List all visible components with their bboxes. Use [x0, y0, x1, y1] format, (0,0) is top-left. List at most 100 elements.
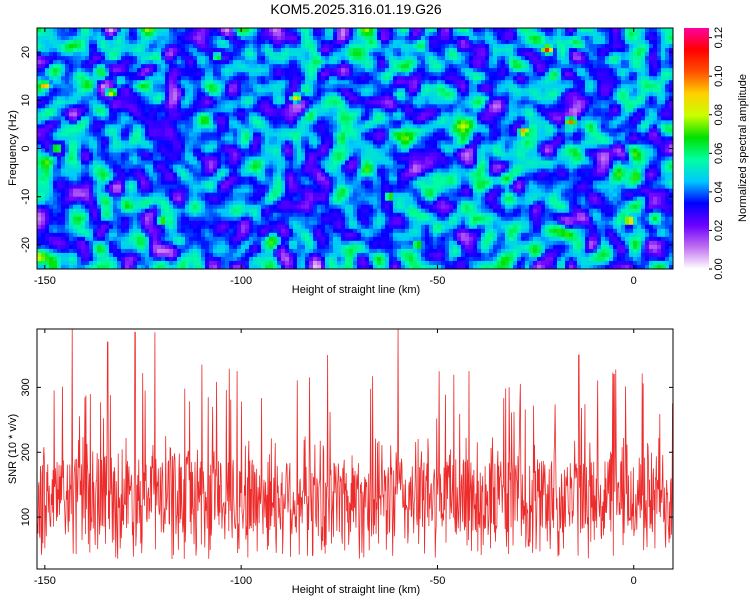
heatmap-cell — [545, 140, 550, 146]
heatmap-cell — [41, 48, 46, 53]
heatmap-cell — [429, 52, 434, 57]
heatmap-cell — [329, 116, 334, 121]
heatmap-cell — [413, 104, 418, 109]
heatmap-cell — [381, 40, 386, 45]
heatmap-cell — [545, 88, 550, 93]
heatmap-cell — [577, 104, 582, 109]
heatmap-cell — [85, 108, 90, 113]
heatmap-cell — [633, 128, 638, 134]
heatmap-cell — [613, 32, 618, 37]
heatmap-cell — [377, 52, 382, 57]
heatmap-cell — [329, 32, 334, 37]
heatmap-cell — [457, 104, 462, 109]
heatmap-cell — [57, 72, 62, 77]
heatmap-cell — [165, 60, 170, 65]
heatmap-cell — [205, 76, 210, 81]
heatmap-cell — [53, 132, 58, 138]
heatmap-cell — [489, 56, 494, 61]
heatmap-cell — [393, 108, 398, 113]
heatmap-cell — [361, 84, 366, 89]
heatmap-cell — [129, 116, 134, 121]
heatmap-cell — [197, 28, 202, 33]
heatmap-cell — [73, 88, 78, 93]
heatmap-cell — [457, 60, 462, 65]
heatmap-cell — [613, 48, 618, 53]
heatmap-cell — [305, 80, 310, 85]
heatmap-cell — [569, 56, 574, 61]
heatmap-cell — [397, 92, 402, 97]
heatmap-cell — [629, 96, 634, 101]
heatmap-cell — [481, 116, 486, 121]
heatmap-cell — [357, 68, 362, 73]
heatmap-cell — [669, 92, 673, 97]
heatmap-cell — [61, 56, 66, 61]
heatmap-cell — [97, 132, 102, 138]
heatmap-cell — [565, 140, 570, 146]
heatmap-cell — [205, 52, 210, 57]
heatmap-cell — [61, 84, 66, 89]
heatmap-cell — [477, 136, 482, 142]
heatmap-cell — [185, 48, 190, 53]
heatmap-cell — [497, 128, 502, 134]
heatmap-cell — [409, 100, 414, 105]
heatmap-cell — [185, 64, 190, 69]
heatmap-cell — [569, 132, 574, 138]
heatmap-cell — [177, 152, 182, 158]
heatmap-cell — [317, 96, 322, 101]
heatmap-cell — [173, 92, 178, 97]
heatmap-cell — [581, 76, 586, 81]
heatmap-cell — [193, 132, 198, 138]
heatmap-cell — [653, 148, 658, 154]
heatmap-cell — [313, 88, 318, 93]
heatmap-cell — [601, 100, 606, 105]
heatmap-cell — [389, 48, 394, 53]
heatmap-cell — [653, 48, 658, 53]
heatmap-cell — [585, 108, 590, 113]
heatmap-cell — [349, 132, 354, 138]
heatmap-cell — [177, 112, 182, 117]
heatmap-cell — [317, 64, 322, 69]
heatmap-cell — [137, 144, 142, 150]
heatmap-cell — [613, 128, 618, 134]
heatmap-cell — [349, 128, 354, 134]
heatmap-cell — [237, 116, 242, 121]
heatmap-cell — [413, 40, 418, 45]
heatmap-cell — [61, 72, 66, 77]
heatmap-cell — [257, 124, 262, 130]
heatmap-cell — [289, 72, 294, 77]
heatmap-cell — [497, 48, 502, 53]
heatmap-cell — [89, 56, 94, 61]
heatmap-cell — [281, 116, 286, 121]
heatmap-cell — [205, 36, 210, 41]
heatmap-cell — [225, 40, 230, 45]
heatmap-cell — [301, 132, 306, 138]
heatmap-cell — [85, 76, 90, 81]
heatmap-cell — [181, 120, 186, 125]
heatmap-cell — [337, 44, 342, 49]
heatmap-cell — [653, 72, 658, 77]
heatmap-cell — [521, 112, 526, 117]
heatmap-cell — [301, 124, 306, 130]
heatmap-cell — [433, 116, 438, 121]
heatmap-cell — [641, 132, 646, 138]
heatmap-cell — [141, 104, 146, 109]
heatmap-cell — [221, 36, 226, 41]
heatmap-cell — [545, 112, 550, 117]
heatmap-cell — [509, 76, 514, 81]
heatmap-cell — [65, 40, 70, 45]
heatmap-cell — [101, 68, 106, 73]
heatmap-cell — [245, 152, 250, 158]
heatmap-cell — [513, 68, 518, 73]
heatmap-cell — [193, 68, 198, 73]
heatmap-cell — [369, 84, 374, 89]
heatmap-cell — [489, 112, 494, 117]
heatmap-cell — [653, 116, 658, 121]
heatmap-cell — [501, 88, 506, 93]
heatmap-cell — [209, 116, 214, 121]
heatmap-cell — [169, 96, 174, 101]
heatmap-cell — [633, 48, 638, 53]
heatmap-cell — [585, 76, 590, 81]
heatmap-cell — [349, 36, 354, 41]
heatmap-cell — [57, 88, 62, 93]
heatmap-cell — [265, 40, 270, 45]
